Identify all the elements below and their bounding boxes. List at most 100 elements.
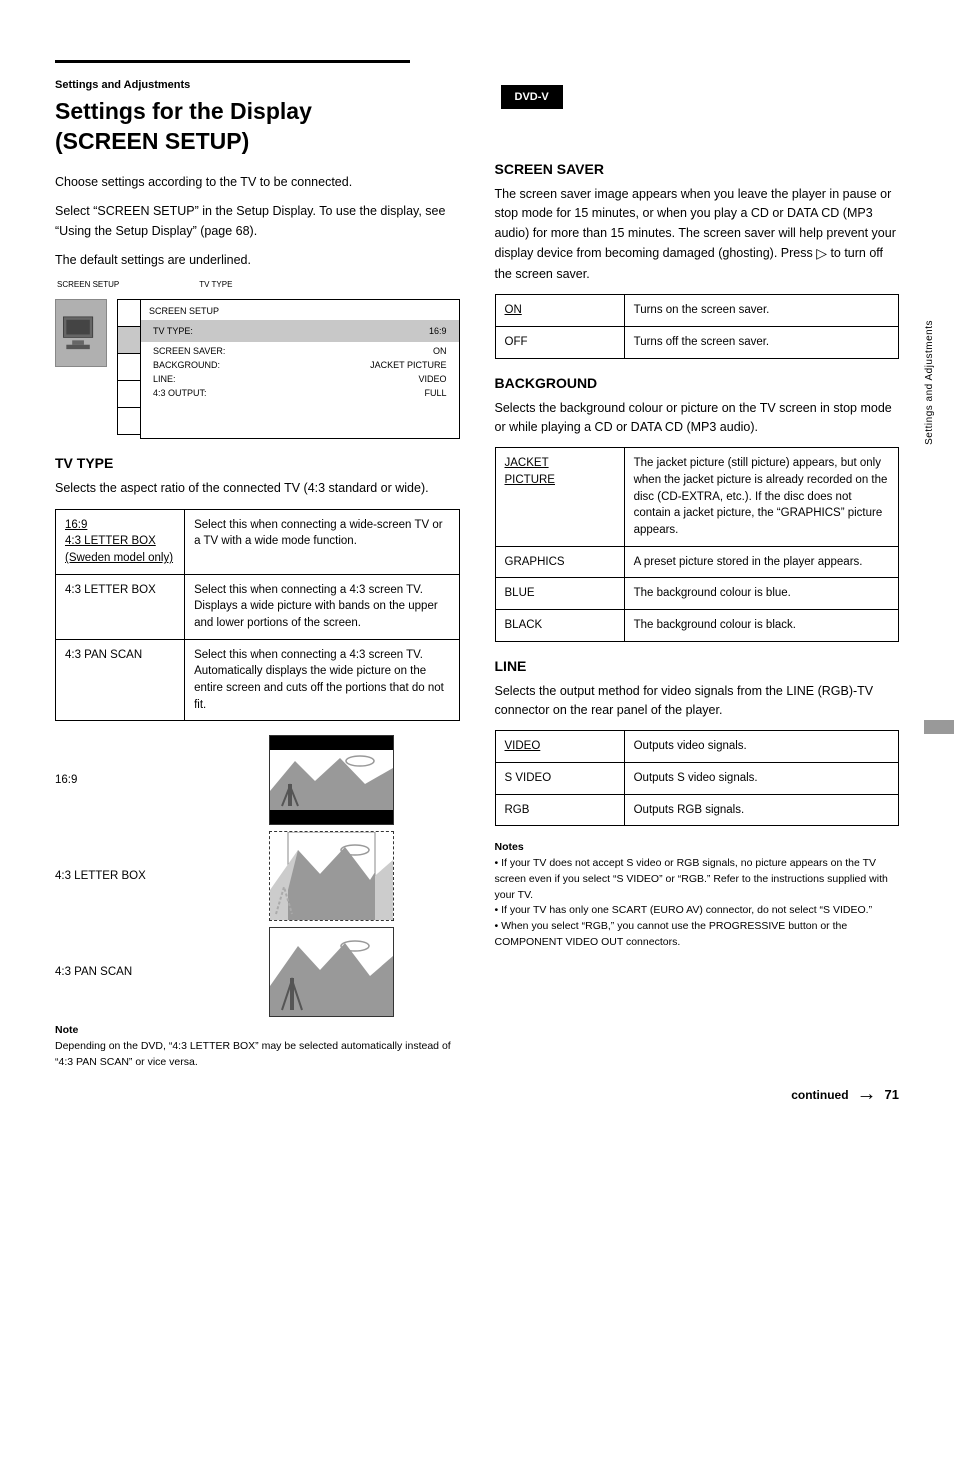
menu-tabs [117,299,141,439]
ss-row1-left: OFF [505,336,528,348]
tvtype-row0-left1: (Sweden model only) [65,552,173,564]
menu-item-label-4: 4:3 OUTPUT: [153,388,207,398]
table-row: JACKET PICTURE The jacket picture (still … [495,448,899,546]
play-triangle-icon: ▷ [816,243,827,265]
tvtype-row2-left: 4:3 PAN SCAN [65,649,142,661]
tvtype-note-heading: Note [55,1024,78,1036]
table-row: BLUE The background colour is blue. [495,578,899,610]
menu-row-2: BACKGROUND: JACKET PICTURE [149,358,451,372]
bg-row3-right: The background colour is black. [624,609,898,641]
tv-device-svg [59,311,103,355]
menu-item-value-4: FULL [424,388,446,398]
line-row0-left: VIDEO [505,740,541,752]
table-row: RGB Outputs RGB signals. [495,794,899,826]
aspect-demo-panscan: 4:3 PAN SCAN [55,927,460,1017]
right-column: DVD-V SCREEN SAVER The screen saver imag… [495,71,900,1081]
tvtype-row0-left-letterbox: 4:3 LETTER BOX [65,535,156,547]
aspect-label-1: 4:3 LETTER BOX [55,868,255,884]
aspect-demo-16-9: 16:9 [55,735,460,825]
dvd-badge: DVD-V [501,85,563,109]
page-root: Settings and Adjustments Settings for th… [0,0,954,1131]
tvtype-desc: Selects the aspect ratio of the connecte… [55,479,460,498]
tvtype-row0-left0: 16:9 [65,519,87,531]
ss-row1-right: Turns off the screen saver. [624,326,898,358]
header-rule [55,60,410,63]
page-footer: continued → 71 [791,1083,899,1106]
menu-callout-left: SCREEN SETUP [57,280,119,289]
menu-panel: SCREEN SETUP TV TYPE: 16:9 SCREEN SAVER:… [140,299,460,439]
line-table: VIDEO Outputs video signals. S VIDEO Out… [495,730,900,826]
menu-panel-title: SCREEN SETUP [149,306,451,316]
page-title: Settings for the Display (SCREEN SETUP) [55,97,312,157]
menu-row-3: LINE: VIDEO [149,372,451,386]
line-desc: Selects the output method for video sign… [495,682,900,721]
tvtype-table: 16:9 4:3 LETTER BOX (Sweden model only) … [55,509,460,722]
column-container: Settings and Adjustments Settings for th… [55,71,899,1081]
intro-text: Choose settings according to the TV to b… [55,173,460,192]
menu-row-1: SCREEN SAVER: ON [149,344,451,358]
menu-item-value-1: ON [433,346,447,356]
background-table: JACKET PICTURE The jacket picture (still … [495,447,900,641]
background-desc: Selects the background colour or picture… [495,399,900,438]
tvtype-heading: TV TYPE [55,455,460,471]
table-row: GRAPHICS A preset picture stored in the … [495,546,899,578]
table-row: 4:3 LETTER BOX Select this when connecti… [56,574,460,639]
line-heading: LINE [495,658,900,674]
menu-item-value-2: JACKET PICTURE [370,360,446,370]
line-row1-left: S VIDEO [505,772,552,784]
continued-label: continued [791,1088,848,1102]
bg-row0-left-b: PICTURE [505,474,555,486]
side-vertical-label: Settings and Adjustments [924,320,940,445]
table-row: ON Turns on the screen saver. [495,295,899,327]
aspect-label-0: 16:9 [55,772,255,788]
tvtype-row2-right: Select this when connecting a 4:3 screen… [185,639,459,721]
menu-tab-5 [117,407,141,435]
menu-tab-4 [117,380,141,408]
aspect-box-panscan [269,927,394,1017]
ss-row0-right: Turns on the screen saver. [624,295,898,327]
bg-row1-right: A preset picture stored in the player ap… [624,546,898,578]
aspect-box-letterbox [269,831,394,921]
line-notes-heading: Notes [495,841,524,853]
bg-row2-left: BLUE [505,587,535,599]
bg-row0-right: The jacket picture (still picture) appea… [624,448,898,546]
landscape-16-9-svg [270,736,393,824]
menu-item-label-1: SCREEN SAVER: [153,346,225,356]
bg-row3-left: BLACK [505,619,543,631]
page-number: 71 [885,1087,899,1102]
line-row1-right: Outputs S video signals. [624,763,898,795]
menu-item-label-0: TV TYPE: [153,326,193,336]
menu-item-value-3: VIDEO [418,374,446,384]
bg-row1-left: GRAPHICS [505,556,565,568]
bg-row2-right: The background colour is blue. [624,578,898,610]
title-block: Settings for the Display (SCREEN SETUP) [55,97,460,173]
table-row: BLACK The background colour is black. [495,609,899,641]
background-heading: BACKGROUND [495,375,900,391]
menu-tab-1 [117,299,141,327]
side-thumb-tab [924,720,954,734]
table-row: 16:9 4:3 LETTER BOX (Sweden model only) … [56,509,460,574]
menu-right: SCREEN SETUP TV TYPE: 16:9 SCREEN SAVER:… [107,299,460,439]
defaults-note: The default settings are underlined. [55,251,460,270]
aspect-demo-letterbox: 4:3 LETTER BOX [55,831,460,921]
menu-row-highlighted: TV TYPE: 16:9 [141,320,459,342]
line-row2-left: RGB [505,804,530,816]
tvtype-note-body: Depending on the DVD, “4:3 LETTER BOX” m… [55,1040,451,1068]
tvtype-row1-left: 4:3 LETTER BOX [65,584,156,596]
menu-row-4: 4:3 OUTPUT: FULL [149,386,451,400]
line-note-0: If your TV does not accept S video or RG… [495,857,888,901]
menu-item-label-2: BACKGROUND: [153,360,220,370]
menu-tab-2-active [117,326,141,354]
table-row: VIDEO Outputs video signals. [495,731,899,763]
line-row2-right: Outputs RGB signals. [624,794,898,826]
landscape-letterbox-svg [270,832,393,920]
bg-row0-left-a: JACKET [505,457,549,469]
screensaver-heading: SCREEN SAVER [495,161,900,177]
aspect-box-16-9 [269,735,394,825]
menu-mock: SCREEN SETUP TV TYPE: 16:9 SCREEN SAVER:… [55,299,460,439]
tvtype-row1-right: Select this when connecting a 4:3 screen… [185,574,459,639]
line-note-2: When you select “RGB,” you cannot use th… [495,920,848,948]
menu-item-value-0: 16:9 [429,326,447,336]
arrow-right-icon: → [857,1083,877,1106]
menu-item-label-3: LINE: [153,374,176,384]
